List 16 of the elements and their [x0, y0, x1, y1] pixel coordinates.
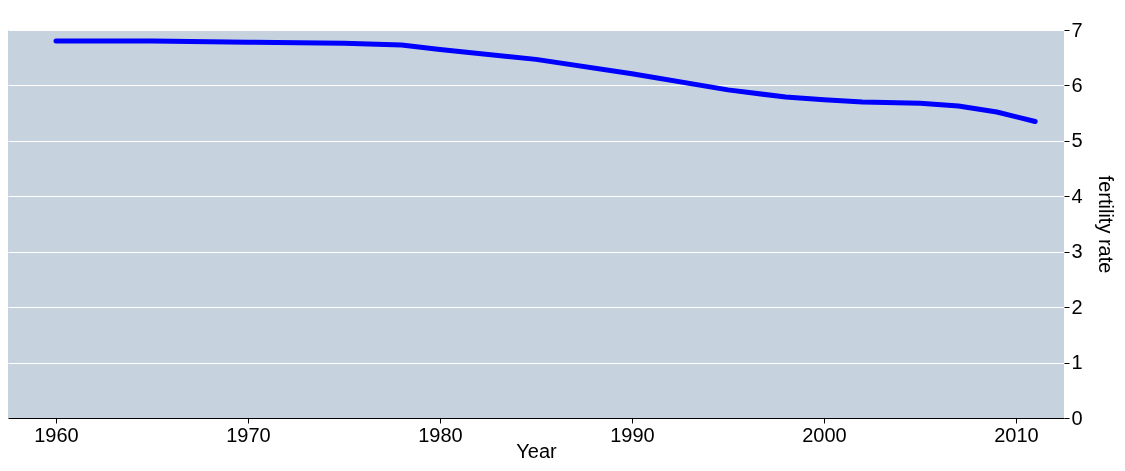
y-tick-label: 5 [1071, 129, 1083, 152]
y-tick-label: 7 [1071, 18, 1083, 41]
y-tick-label: 2 [1071, 295, 1083, 318]
x-tick-label: 1960 [34, 423, 79, 446]
y-tick-label: 3 [1071, 240, 1083, 263]
y-tick-label: 0 [1071, 406, 1083, 429]
x-tick-label: 1990 [610, 423, 655, 446]
y-tick-label: 6 [1071, 73, 1083, 96]
y-tick-label: 1 [1071, 351, 1083, 374]
x-tick-label: 1970 [226, 423, 271, 446]
y-tick-label: 4 [1071, 184, 1083, 207]
x-tick-label: 2000 [802, 423, 847, 446]
x-tick-label: 1980 [418, 423, 463, 446]
y-axis-title: fertility rate [1094, 175, 1117, 274]
x-axis-title: Year [516, 439, 558, 462]
x-tick-label: 2010 [994, 423, 1039, 446]
